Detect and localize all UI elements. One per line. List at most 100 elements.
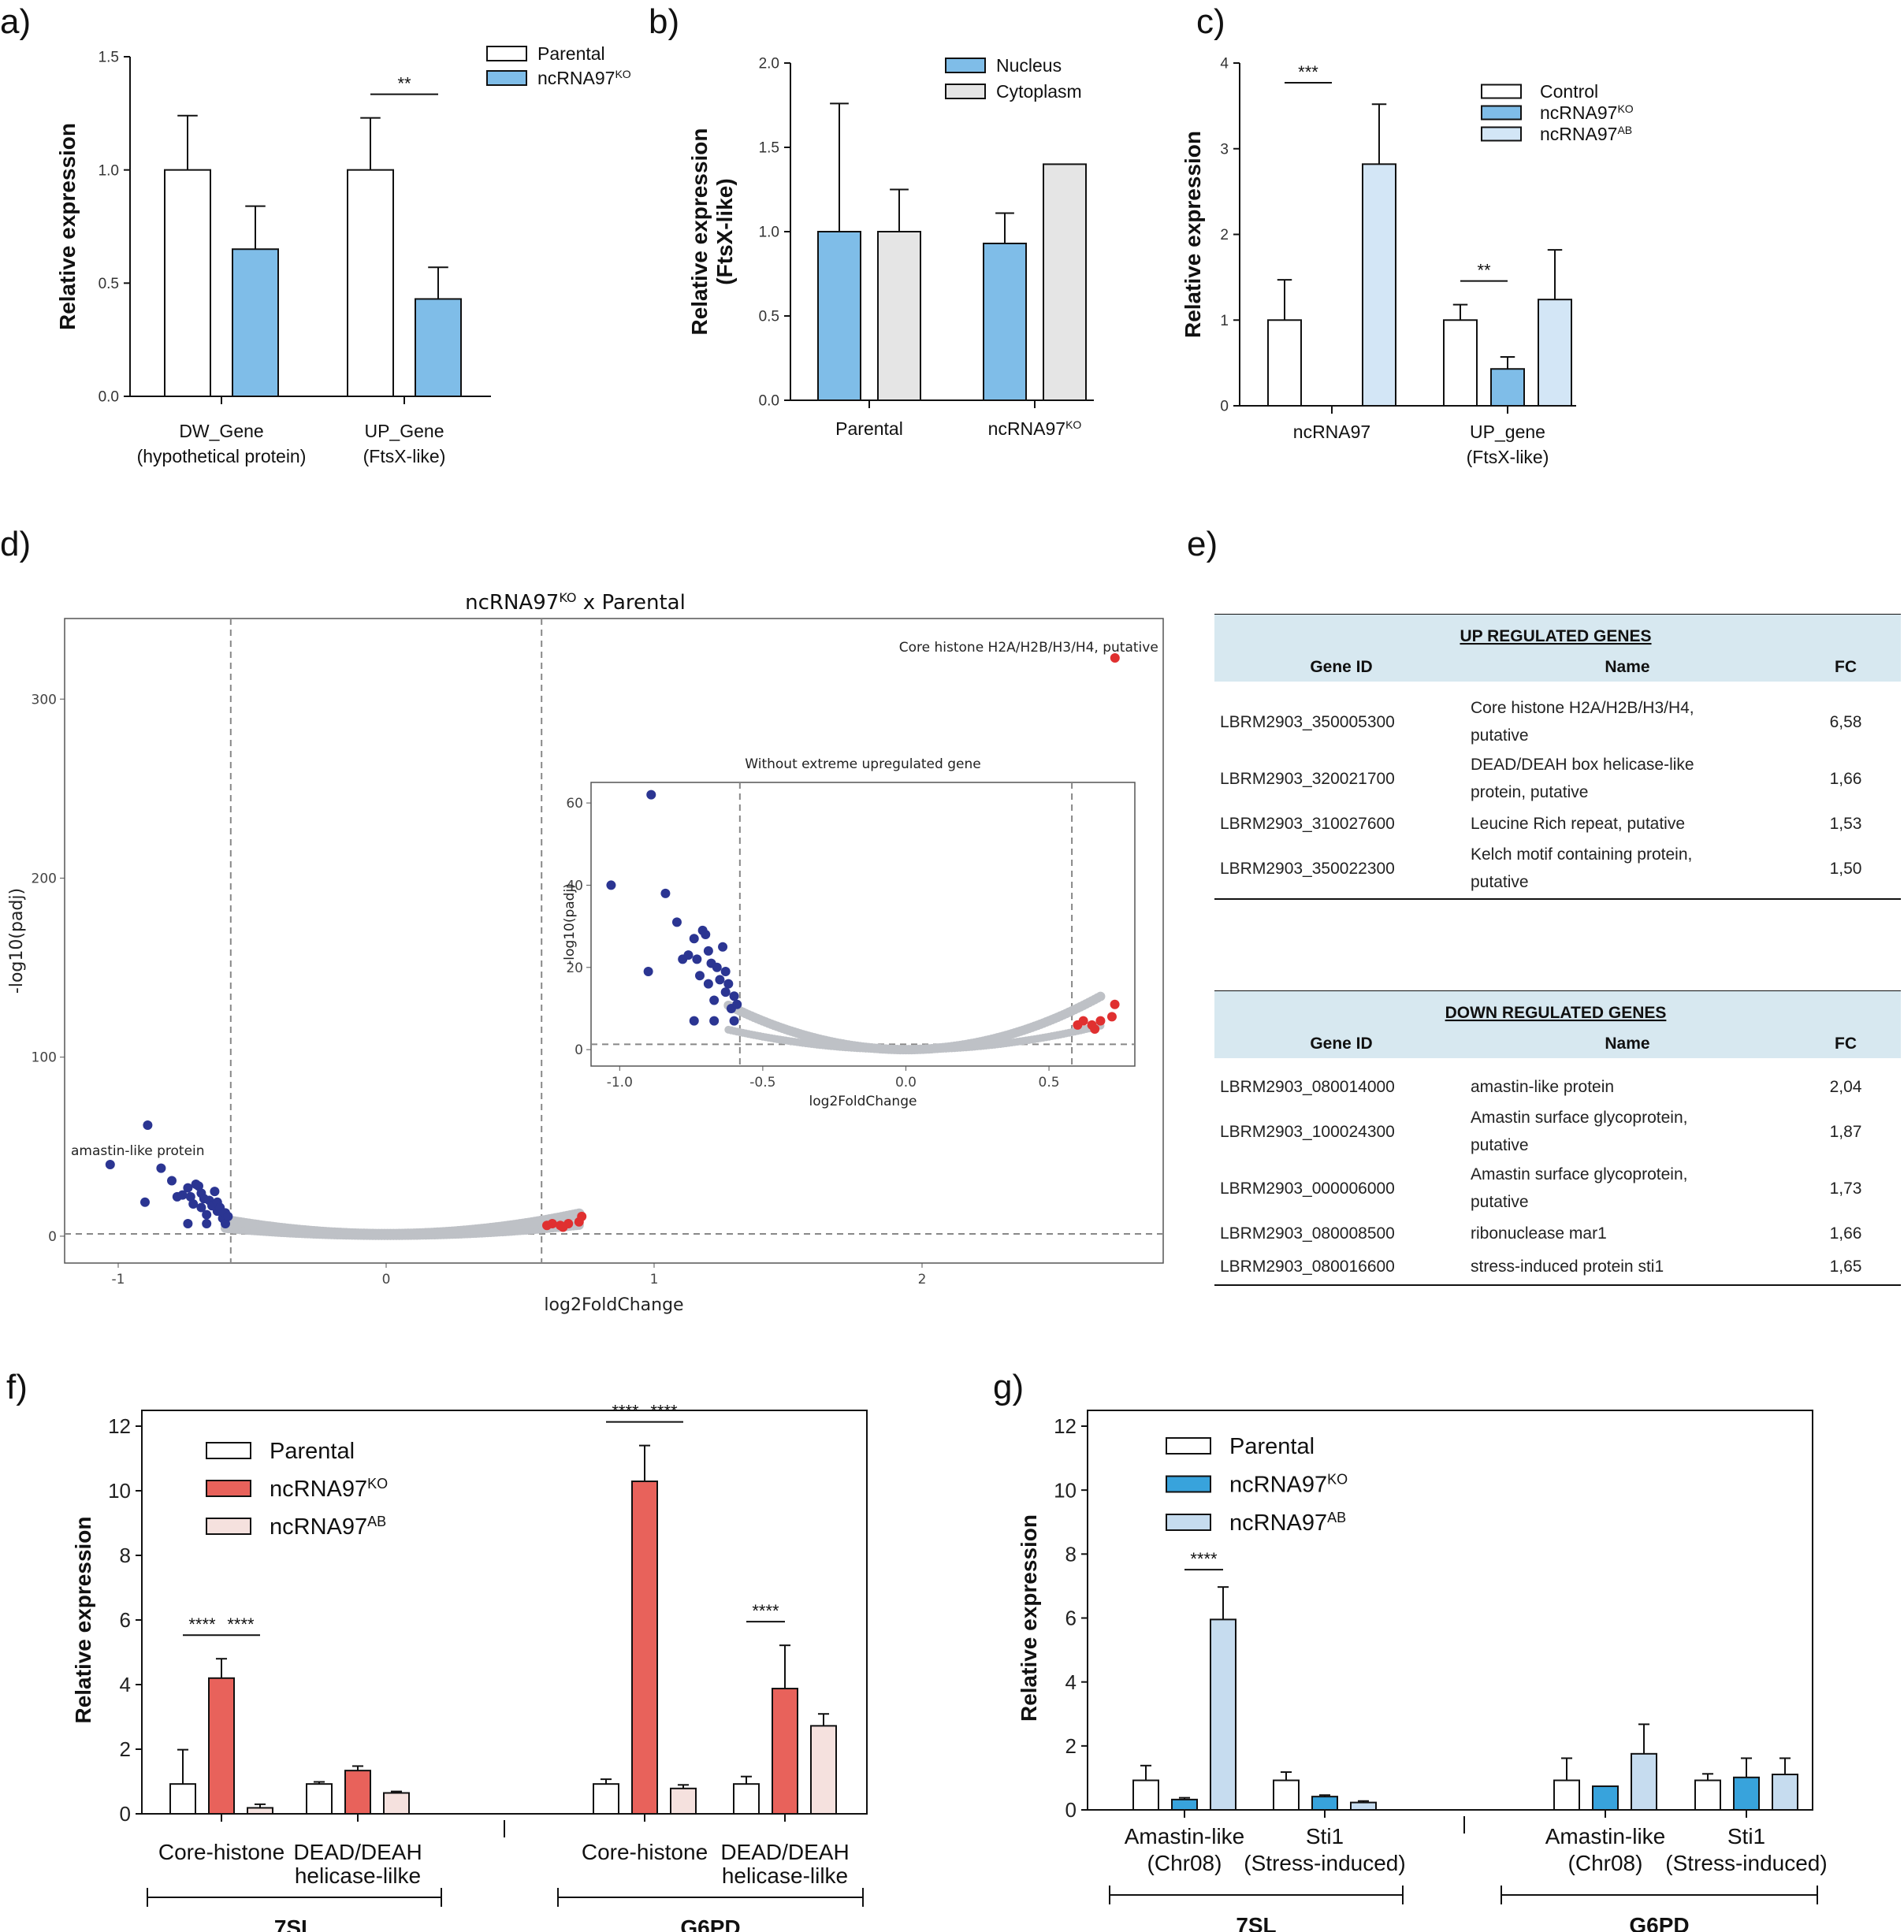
y-axis-label: -log10(padj) [7, 888, 27, 994]
panel-label-e: e) [1187, 525, 1218, 563]
table-up-header-bg [1214, 615, 1901, 682]
downregulated-point [202, 1209, 212, 1220]
bar-panel-a-0-1 [232, 248, 279, 397]
bar-panel-c-1-0 [1443, 319, 1478, 407]
inset-nonsignificant-point [1095, 991, 1106, 1001]
x-category-label: DW_Gene [179, 421, 263, 441]
legend-label: Nucleus [996, 55, 1062, 76]
table-up-row-name: Core histone H2A/H2B/H3/H4, [1471, 699, 1694, 717]
bar-panel-b-0-1 [877, 231, 921, 401]
bar-panel-b-1-0 [983, 242, 1027, 402]
y-tick-label: 0.5 [99, 276, 119, 292]
x-tick-label: 1 [650, 1272, 659, 1287]
significance-label: **** [188, 1614, 216, 1634]
inset-downregulated-point [701, 930, 711, 940]
legend-label: Control [1540, 81, 1598, 102]
y-tick-label: 2 [1220, 227, 1229, 243]
y-tick-label: 1.0 [99, 162, 119, 179]
table-up-row-gene-id: LBRM2903_350022300 [1220, 860, 1395, 878]
inset-downregulated-point [703, 979, 713, 989]
table-down-row-gene-id: LBRM2903_080016600 [1220, 1258, 1395, 1276]
inset-upregulated-point [1090, 1024, 1100, 1035]
panel-label-d: d) [0, 525, 31, 563]
downregulated-point [105, 1160, 115, 1170]
table-down-header-bg [1214, 991, 1901, 1058]
bar-panel-f-2-0 [593, 1783, 619, 1815]
bar-panel-f-1-1 [344, 1770, 371, 1815]
inset-downregulated-point [729, 1016, 739, 1026]
x-category-label: (Chr08) [1568, 1851, 1643, 1875]
bar-panel-f-0-1 [208, 1677, 235, 1815]
upregulated-point [558, 1222, 568, 1232]
inset-downregulated-point [720, 987, 731, 998]
downregulated-point [185, 1191, 195, 1202]
significance-label: **** [650, 1402, 678, 1421]
downregulated-point [156, 1163, 166, 1173]
table-up-row-fc: 1,53 [1830, 815, 1862, 833]
legend-swatch [486, 46, 527, 61]
x-category-label: Sti1 [1727, 1824, 1765, 1848]
legend-swatch [206, 1480, 251, 1497]
legend-swatch [945, 58, 986, 73]
table-down-header-gene-id: Gene ID [1310, 1035, 1372, 1053]
table-down-row-gene-id: LBRM2903_100024300 [1220, 1123, 1395, 1141]
inset-downregulated-point [709, 995, 720, 1005]
table-down-row-gene-id: LBRM2903_080014000 [1220, 1078, 1395, 1096]
inset-downregulated-point [646, 790, 656, 800]
inset-downregulated-point [703, 946, 713, 956]
x-category-label: Sti1 [1306, 1824, 1344, 1848]
panel-a-chart: 0.0 0.5 1.0 1.5 Relative expression DW_Gene (h… [55, 43, 631, 466]
bar-panel-c-0-0 [1267, 319, 1302, 407]
y-tick-label: 2 [120, 1737, 131, 1761]
inset-downregulated-point [643, 967, 653, 976]
y-axis-label-line2: (FtsX-like) [712, 178, 737, 284]
x-category-label: (FtsX-like) [363, 446, 446, 466]
bar-panel-c-1-1 [1490, 368, 1525, 407]
annotation-core-histone: Core histone H2A/H2B/H3/H4, putative [899, 640, 1158, 656]
inset-downregulated-point [732, 999, 742, 1009]
x-category-label: DEAD/DEAH [720, 1840, 849, 1864]
table-up-header-fc: FC [1835, 658, 1857, 676]
annotation-amastin: amastin-like protein [71, 1143, 205, 1159]
y-tick-label: 12 [1054, 1414, 1077, 1438]
inset-y-tick-label: 0 [575, 1042, 583, 1058]
group-label: G6PD [1629, 1913, 1689, 1932]
inset-x-tick-label: -0.5 [749, 1075, 775, 1090]
bar-panel-g-2-0 [1553, 1779, 1580, 1811]
x-category-label: Core-histone [158, 1840, 284, 1864]
bar-panel-g-3-1 [1733, 1776, 1760, 1811]
inset-downregulated-point [692, 954, 702, 964]
x-category-label: ncRNA97KO [988, 418, 1082, 439]
x-category-label: Amastin-like [1125, 1824, 1244, 1848]
bar-panel-c-1-2 [1538, 299, 1572, 407]
inset-downregulated-point [671, 917, 682, 927]
inset-title: Without extreme upregulated gene [745, 756, 980, 772]
y-tick-label: 0 [48, 1229, 57, 1245]
table-up-row-fc: 1,66 [1830, 770, 1862, 788]
y-tick-label: 0.0 [759, 393, 779, 410]
table-down-row-gene-id: LBRM2903_000006000 [1220, 1180, 1395, 1198]
bar-panel-b-1-1 [1043, 163, 1087, 401]
x-category-label: (Stress-induced) [1244, 1851, 1405, 1875]
bar-panel-g-2-2 [1631, 1752, 1657, 1811]
x-tick-label: -1 [112, 1272, 125, 1287]
downregulated-point [210, 1187, 220, 1197]
y-axis-label: Relative expression [1181, 131, 1205, 338]
inset-upregulated-point [1110, 999, 1120, 1009]
y-tick-label: 4 [1220, 56, 1229, 72]
significance-label: **** [227, 1614, 255, 1634]
legend-swatch [1166, 1514, 1211, 1531]
panel-f-chart: 0 2 4 6 8 10 12 Relative expression Core-histone… [71, 1402, 868, 1932]
y-tick-label: 1.5 [759, 140, 779, 157]
table-up-row-name: protein, putative [1471, 783, 1588, 801]
table-down-row-name: stress-induced protein sti1 [1471, 1258, 1664, 1276]
bar-panel-a-0-0 [164, 169, 211, 398]
significance-label: ** [397, 74, 411, 94]
y-tick-label: 1 [1220, 313, 1229, 329]
significance-label: **** [612, 1402, 639, 1421]
legend-swatch [206, 1518, 251, 1535]
legend-label: ncRNA97KO [1540, 102, 1634, 123]
bar-panel-g-1-0 [1273, 1779, 1300, 1811]
legend-label: ncRNA97AB [1540, 124, 1632, 144]
table-up-row-gene-id: LBRM2903_320021700 [1220, 770, 1395, 788]
